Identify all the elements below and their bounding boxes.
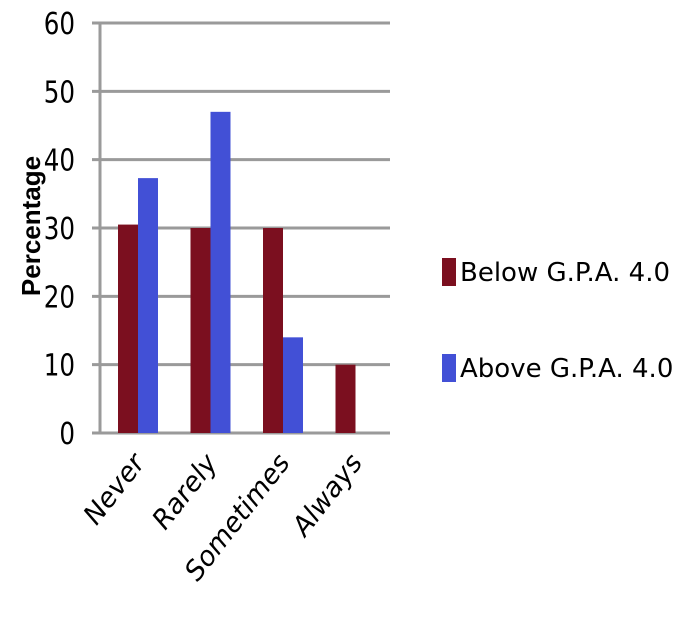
y-tick-label-40: 40 (44, 144, 75, 178)
bar-rarely-series-1 (190, 228, 211, 433)
y-tick-label-60: 60 (44, 8, 75, 42)
bar-always-series-1 (335, 364, 356, 433)
legend-label-1: Below G.P.A. 4.0 (460, 258, 670, 288)
legend-swatch-1 (442, 258, 456, 286)
x-tick-label-rarely: Rarely (146, 447, 224, 535)
bar-never-series-1 (118, 224, 138, 433)
bar-never-series-2 (138, 178, 158, 433)
legend: Below G.P.A. 4.0 Above G.P.A. 4.0 (442, 258, 673, 384)
legend-label-2: Above G.P.A. 4.0 (460, 354, 673, 384)
y-axis-label: Percentage (16, 156, 46, 296)
bar-sometimes-series-1 (263, 228, 283, 433)
bars (118, 111, 356, 433)
bar-sometimes-series-2 (283, 337, 303, 433)
y-tick-label-30: 30 (44, 213, 75, 247)
x-tick-label-always: Always (285, 448, 369, 543)
bar-rarely-series-2 (210, 111, 231, 433)
y-tick-label-10: 10 (44, 349, 75, 383)
x-tick-label-never: Never (78, 447, 153, 531)
y-axis-ticks: 0 10 20 30 40 50 60 (44, 8, 75, 452)
y-tick-label-20: 20 (44, 281, 75, 315)
y-tick-label-0: 0 (59, 418, 75, 452)
y-tick-label-50: 50 (44, 76, 75, 110)
legend-swatch-2 (442, 354, 456, 382)
